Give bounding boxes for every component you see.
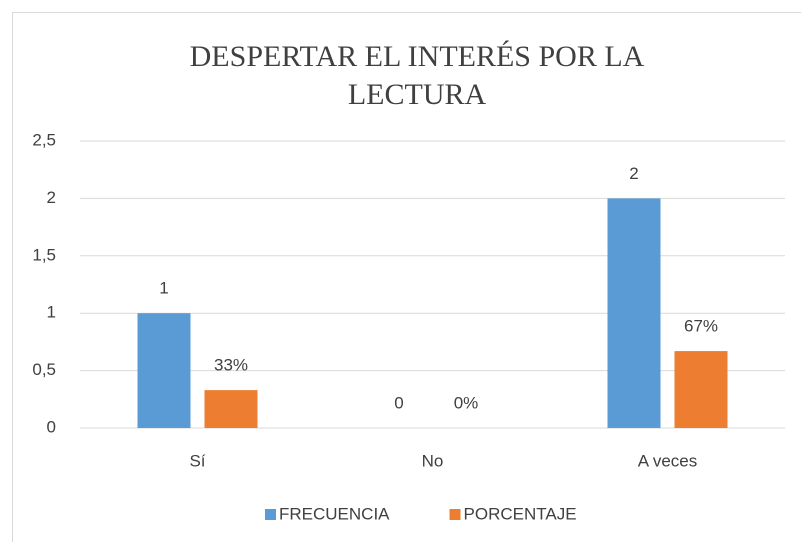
data-label: 0: [394, 393, 403, 412]
data-label: 33%: [214, 356, 248, 375]
chart-title: DESPERTAR EL INTERÉS POR LA LECTURA: [189, 40, 645, 111]
y-tick-label: 1,5: [32, 245, 56, 264]
bar: [607, 198, 661, 428]
y-tick-label: 2,5: [32, 130, 56, 149]
legend-swatch: [265, 509, 276, 520]
bar: [204, 390, 258, 428]
bar: [674, 351, 728, 428]
x-tick-label: Sí: [189, 451, 205, 470]
chart-border: [12, 12, 801, 542]
bar: [137, 313, 191, 428]
y-tick-label: 0: [47, 417, 56, 436]
data-label: 1: [159, 279, 168, 298]
legend-label: PORCENTAJE: [464, 504, 577, 523]
y-tick-label: 0,5: [32, 360, 56, 379]
legend-swatch: [449, 509, 461, 520]
data-label: 2: [629, 164, 638, 183]
data-label: 0%: [454, 393, 479, 412]
legend-label: FRECUENCIA: [279, 504, 390, 523]
x-tick-label: No: [422, 451, 444, 470]
data-label: 67%: [684, 317, 718, 336]
x-tick-label: A veces: [638, 451, 698, 470]
y-tick-label: 1: [47, 303, 56, 322]
y-tick-label: 2: [47, 188, 56, 207]
